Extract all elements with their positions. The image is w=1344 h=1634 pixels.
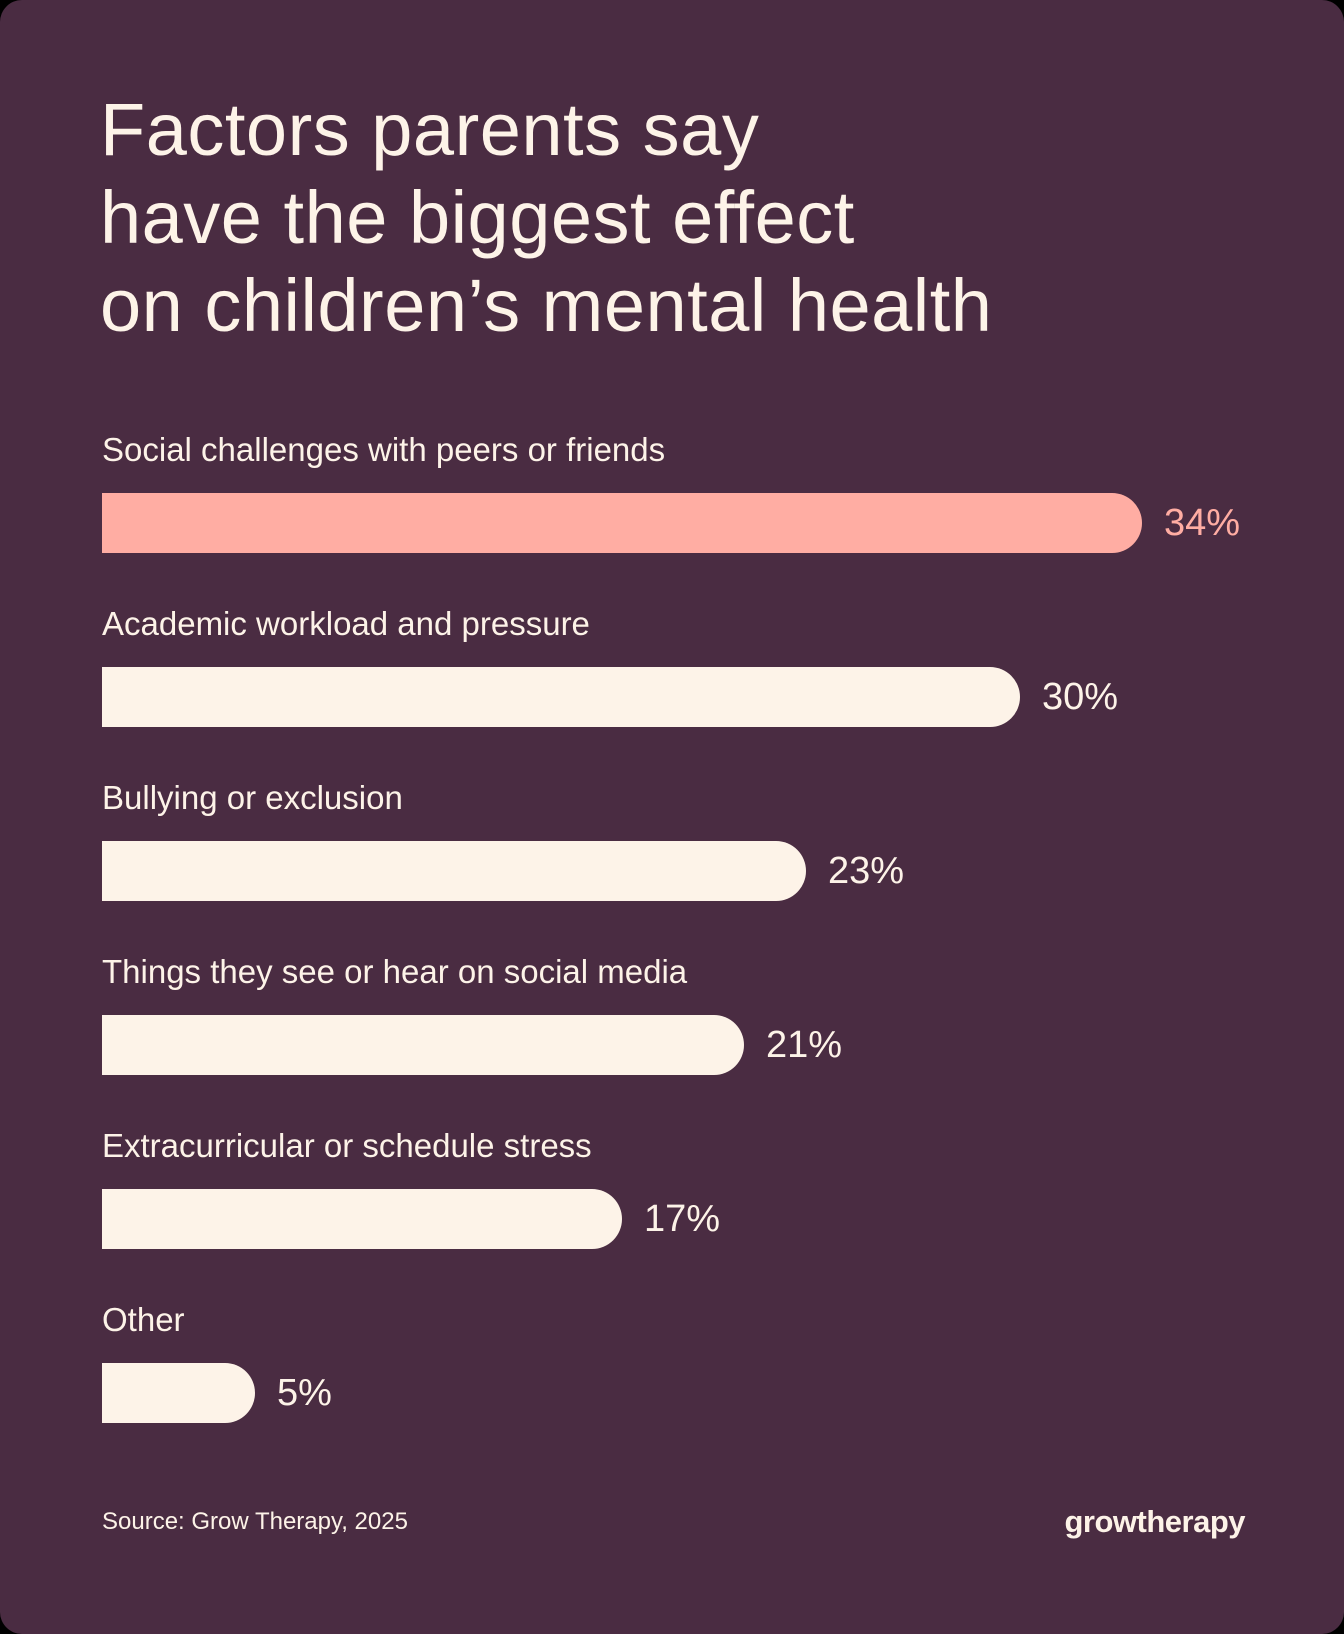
chart-title: Factors parents say have the biggest eff… <box>100 86 1280 350</box>
bar-row: Social challenges with peers or friends 3… <box>102 430 1302 570</box>
bar-row: Things they see or hear on social media 2… <box>102 952 1302 1092</box>
source-note: Source: Grow Therapy, 2025 <box>102 1508 408 1535</box>
bar <box>102 1015 744 1075</box>
title-line-3: on children’s mental health <box>100 264 993 347</box>
bar-row: Other 5% <box>102 1300 1302 1440</box>
title-line-2: have the biggest effect <box>100 176 855 259</box>
bar <box>102 493 1142 553</box>
bar <box>102 1363 255 1423</box>
bar-label: Academic workload and pressure <box>102 605 590 642</box>
bar-label: Other <box>102 1301 185 1338</box>
bar-label: Bullying or exclusion <box>102 779 403 816</box>
bar-row: Bullying or exclusion 23% <box>102 778 1302 918</box>
bar-value-label: 30% <box>1042 676 1119 718</box>
growtherapy-logo: growtherapy <box>1064 1504 1245 1539</box>
bar-label: Extracurricular or schedule stress <box>102 1127 592 1164</box>
bar-value-label: 17% <box>644 1198 721 1240</box>
bar <box>102 1189 622 1249</box>
bar-row: Academic workload and pressure 30% <box>102 604 1302 744</box>
bar <box>102 841 806 901</box>
bar-value-label: 5% <box>277 1372 332 1414</box>
bar-value-label: 23% <box>828 850 905 892</box>
bar <box>102 667 1020 727</box>
bar-label: Things they see or hear on social media <box>102 953 688 990</box>
bar-label: Social challenges with peers or friends <box>102 431 666 468</box>
bar-value-label: 21% <box>766 1024 843 1066</box>
bar-value-label: 34% <box>1164 502 1241 544</box>
bar-row: Extracurricular or schedule stress 17% <box>102 1126 1302 1266</box>
title-line-1: Factors parents say <box>100 88 760 171</box>
